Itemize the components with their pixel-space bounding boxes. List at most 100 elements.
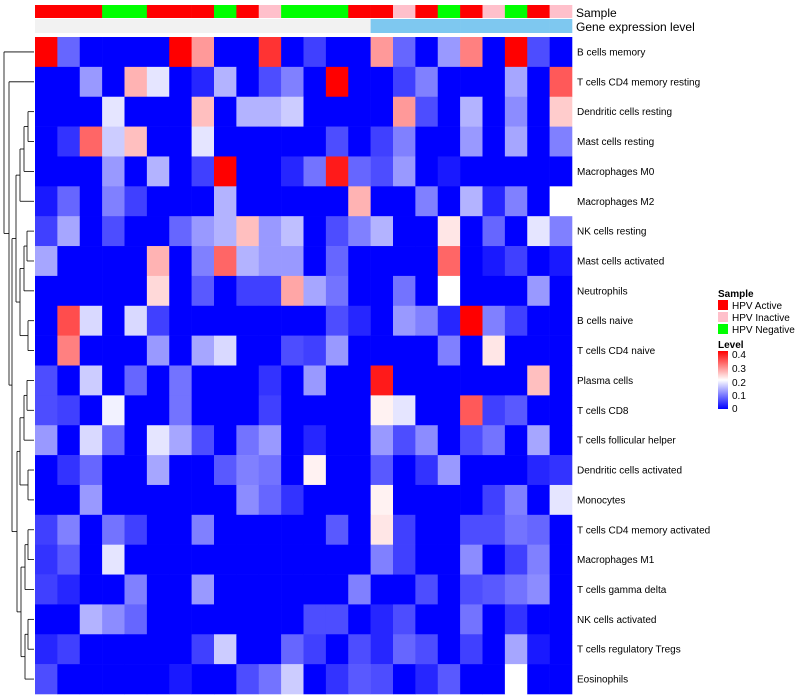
heatmap-cell [303, 604, 327, 635]
heatmap-cell [437, 425, 461, 456]
heatmap-cell [348, 574, 371, 605]
heatmap-cell [504, 664, 528, 695]
row-label: Macrophages M1 [577, 555, 655, 566]
heatmap-cell [57, 574, 81, 605]
heatmap-cell [460, 365, 483, 396]
expression-annotation-cell [460, 19, 483, 33]
heatmap-cell [258, 395, 282, 426]
heatmap-cell [281, 126, 304, 157]
heatmap-cell [348, 365, 371, 396]
heatmap-cell [146, 455, 170, 486]
heatmap-cell [191, 664, 215, 695]
heatmap-cell [191, 96, 215, 127]
heatmap-cell [527, 425, 550, 456]
heatmap-cell [393, 634, 416, 665]
row-label: Plasma cells [577, 376, 633, 387]
sample-annotation-cell [303, 5, 327, 18]
heatmap-cell [169, 664, 192, 695]
heatmap-cell [169, 335, 192, 366]
heatmap-cell [35, 126, 58, 157]
heatmap-cell [35, 604, 58, 635]
heatmap-cell [303, 395, 327, 426]
heatmap-cell [124, 186, 148, 217]
heatmap-cell [482, 484, 506, 516]
row-label: T cells gamma delta [577, 585, 667, 596]
heatmap-cell [57, 186, 81, 217]
heatmap-cell [191, 604, 215, 635]
heatmap-cell [303, 186, 327, 217]
heatmap-cell [482, 335, 506, 366]
heatmap-cell [102, 335, 125, 366]
heatmap-cell [35, 156, 58, 187]
heatmap-cell [57, 484, 81, 516]
heatmap-cell [124, 425, 148, 456]
heatmap-cell [169, 484, 192, 516]
heatmap-cell [281, 216, 304, 247]
heatmap-cell [504, 484, 528, 516]
heatmap-cell [146, 395, 170, 426]
heatmap-cell [146, 365, 170, 396]
heatmap-cell [325, 484, 349, 516]
heatmap-cell [102, 514, 125, 545]
expression-annotation-cell [303, 19, 327, 33]
heatmap-cell [191, 634, 215, 665]
heatmap-cell [191, 275, 215, 307]
heatmap-cell [393, 455, 416, 486]
heatmap-cell [169, 455, 192, 486]
heatmap-cell [281, 455, 304, 486]
heatmap-cell [79, 514, 103, 545]
heatmap-cell [191, 455, 215, 486]
heatmap-cell [504, 395, 528, 426]
expression-annotation-cell [146, 19, 170, 33]
heatmap-cell [549, 395, 573, 426]
heatmap-cell [146, 604, 170, 635]
heatmap-cell [549, 186, 573, 217]
heatmap-cell [325, 634, 349, 665]
heatmap-cell [191, 425, 215, 456]
heatmap-cell [214, 574, 237, 605]
heatmap-cell [169, 37, 192, 68]
heatmap-cell [102, 186, 125, 217]
heatmap-cell [348, 126, 371, 157]
heatmap-cell [35, 37, 58, 68]
heatmap-cell [393, 246, 416, 277]
heatmap-cell [370, 455, 394, 486]
heatmap-cell [169, 275, 192, 307]
heatmap-cell [504, 246, 528, 277]
heatmap-cell [146, 246, 170, 277]
heatmap-cell [102, 156, 125, 187]
heatmap-cell [348, 156, 371, 187]
heatmap-cell [504, 455, 528, 486]
heatmap-cell [437, 66, 461, 98]
heatmap-cell [124, 395, 148, 426]
heatmap-cell [214, 66, 237, 98]
heatmap-cell [437, 275, 461, 307]
heatmap-cell [527, 335, 550, 366]
heatmap-cell [415, 574, 439, 605]
heatmap-cell [79, 634, 103, 665]
heatmap-cell [191, 365, 215, 396]
sample-track-label: Sample [576, 6, 617, 20]
row-label: Macrophages M2 [577, 197, 655, 208]
expression-annotation-cell [482, 19, 506, 33]
heatmap-cell [102, 574, 125, 605]
heatmap-cell [214, 365, 237, 396]
heatmap-cell [79, 664, 103, 695]
heatmap-cell [258, 425, 282, 456]
heatmap-cell [370, 96, 394, 127]
heatmap-cell [258, 634, 282, 665]
heatmap-cell [191, 37, 215, 68]
heatmap-cell [35, 395, 58, 426]
sample-annotation-cell [35, 5, 58, 18]
heatmap-cell [281, 484, 304, 516]
heatmap-cell [303, 126, 327, 157]
heatmap-cell [303, 484, 327, 516]
legend-label-hpv-active: HPV Active [732, 301, 782, 312]
heatmap-cell [146, 484, 170, 516]
heatmap-cell [146, 425, 170, 456]
heatmap-cell [527, 604, 550, 635]
sample-annotation-cell [504, 5, 528, 18]
sample-annotation-cell [415, 5, 439, 18]
expression-annotation-cell [258, 19, 282, 33]
heatmap-cell [102, 604, 125, 635]
